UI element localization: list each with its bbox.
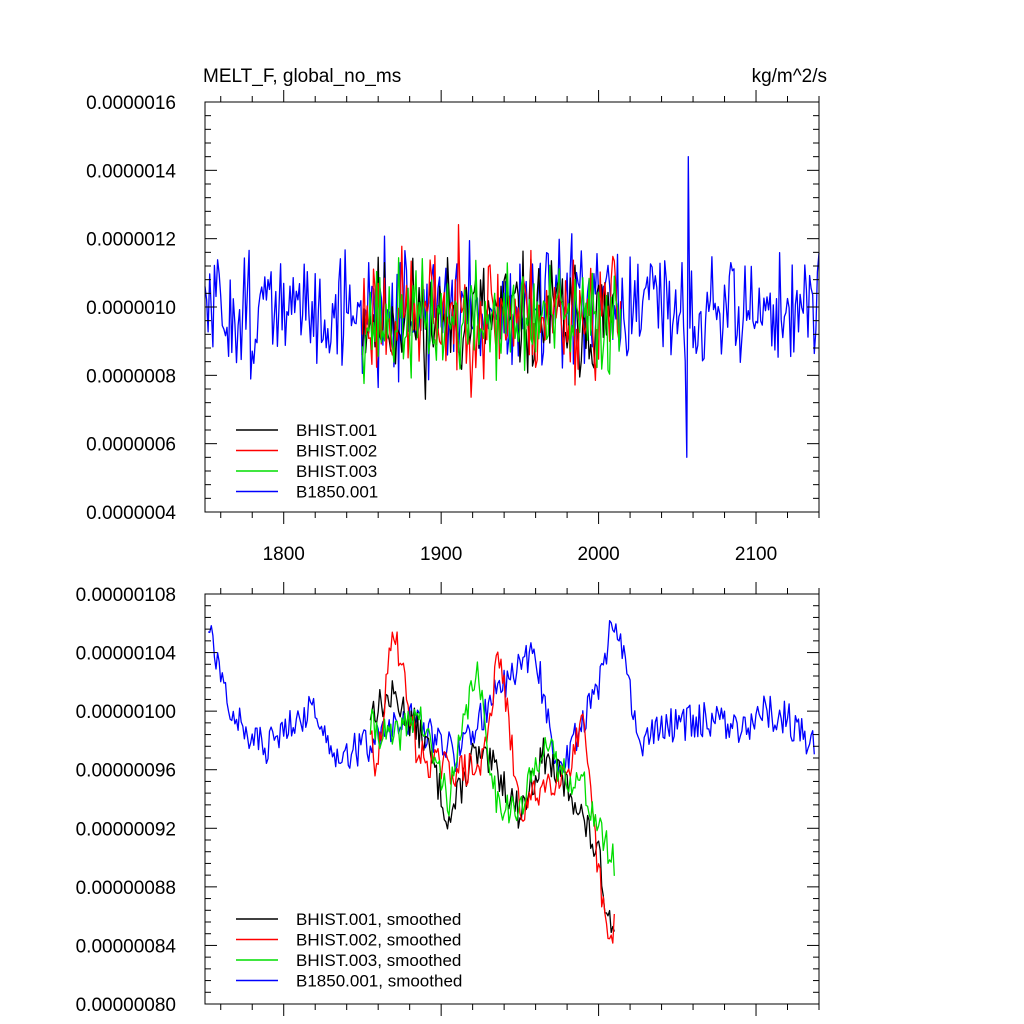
x-tick-label: 1900: [420, 544, 462, 565]
y-tick-label: 0.00000096: [76, 761, 176, 782]
top-chart-title: MELT_F, global_no_ms: [203, 66, 401, 87]
y-tick-label: 0.00000088: [76, 878, 176, 899]
bottom-series-group: [207, 620, 815, 944]
y-tick-label: 0.00000108: [76, 585, 176, 606]
legend-label: B1850.001, smoothed: [296, 972, 462, 991]
top-series-bhist-003: [361, 257, 622, 385]
bottom-series-b1850-001-smoothed: [207, 620, 815, 776]
legend-label: B1850.001: [296, 483, 378, 502]
y-tick-label: 0.00000092: [76, 819, 176, 840]
bottom-legend: BHIST.001, smoothed BHIST.002, smoothedBH…: [236, 910, 462, 991]
top-axis-ticks: 0.0000004 0.0000006 0.0000008 0.0000010 0.00…: [86, 90, 820, 565]
y-tick-label: 0.0000016: [86, 93, 176, 114]
top-series-bhist-002: [361, 223, 622, 398]
legend-label: BHIST.003: [296, 462, 377, 481]
y-tick-label: 0.00000084: [76, 936, 177, 957]
bottom-series-bhist-003-smoothed: [369, 661, 615, 876]
legend-label: BHIST.003, smoothed: [296, 951, 461, 970]
bottom-series-bhist-001-smoothed: [369, 680, 615, 934]
x-tick-label: 2000: [577, 544, 619, 565]
y-tick-label: 0.0000012: [86, 230, 176, 251]
y-tick-label: 0.00000104: [76, 644, 177, 665]
bottom-series-bhist-002-smoothed: [369, 631, 615, 944]
top-chart-units: kg/m^2/s: [752, 66, 827, 87]
y-tick-label: 0.0000004: [86, 503, 176, 524]
top-series-b1850-001: [204, 156, 820, 458]
legend-label: BHIST.002, smoothed: [296, 931, 461, 950]
y-tick-label: 0.0000006: [86, 435, 176, 456]
x-tick-label: 2100: [735, 544, 777, 565]
y-tick-label: 0.00000080: [76, 995, 176, 1016]
y-tick-label: 0.0000010: [86, 298, 176, 319]
bottom-chart: 0.00000080 0.00000084 0.00000088 0.00000092…: [76, 582, 820, 1016]
legend-label: BHIST.001: [296, 421, 377, 440]
legend-label: BHIST.001, smoothed: [296, 910, 461, 929]
top-series-group: [204, 156, 820, 458]
x-tick-label: 1800: [263, 544, 305, 565]
y-tick-label: 0.00000100: [76, 702, 176, 723]
y-tick-label: 0.0000008: [86, 366, 176, 387]
top-chart: MELT_F, global_no_ms kg/m^2/s 0.00000040…: [86, 66, 827, 565]
y-tick-label: 0.0000014: [86, 161, 176, 182]
bottom-plot-frame: [204, 593, 820, 1005]
legend-label: BHIST.002: [296, 442, 377, 461]
bottom-axis-ticks: 0.00000080 0.00000084 0.00000088 0.00000092…: [76, 582, 820, 1016]
